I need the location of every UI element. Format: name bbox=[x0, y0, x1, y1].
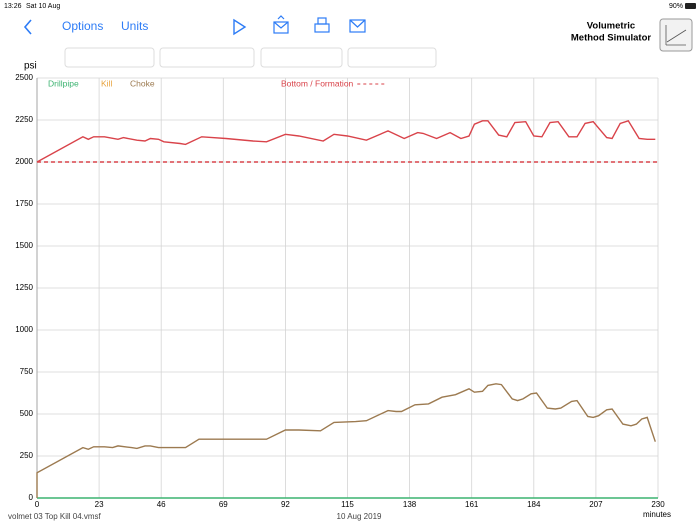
status-date: Sat 10 Aug bbox=[26, 3, 60, 10]
x-tick-label: 0 bbox=[35, 500, 40, 509]
app-title-line: Volumetric bbox=[587, 21, 635, 32]
units-button[interactable]: Units bbox=[121, 19, 148, 33]
y-tick-label: 500 bbox=[20, 409, 34, 418]
legend-entry: Kill bbox=[101, 78, 112, 88]
x-tick-label: 23 bbox=[95, 500, 104, 509]
input-field[interactable] bbox=[64, 47, 155, 68]
x-tick-label: 92 bbox=[281, 500, 290, 509]
file-date: 10 Aug 2019 bbox=[337, 512, 382, 521]
app-title-line: Method Simulator bbox=[571, 33, 652, 44]
input-field[interactable] bbox=[260, 47, 343, 68]
battery-level: 90% bbox=[669, 3, 683, 10]
series-line bbox=[36, 383, 656, 498]
status-time: 13:26 bbox=[4, 3, 22, 10]
print-button[interactable] bbox=[314, 17, 330, 33]
y-tick-label: 2250 bbox=[15, 115, 33, 124]
x-tick-label: 207 bbox=[589, 500, 603, 509]
mail-button[interactable] bbox=[349, 19, 366, 33]
file-name: volmet 03 Top Kill 04.vmsf bbox=[8, 512, 102, 521]
app-icon bbox=[659, 18, 693, 52]
y-tick-label: 1250 bbox=[15, 283, 33, 292]
x-tick-label: 230 bbox=[651, 500, 665, 509]
back-button[interactable] bbox=[23, 19, 32, 35]
app-icon-graphic bbox=[665, 25, 687, 46]
x-tick-label: 138 bbox=[403, 500, 417, 509]
y-tick-label: 2500 bbox=[15, 73, 33, 82]
y-tick-label: 1000 bbox=[15, 325, 33, 334]
battery-icon bbox=[685, 3, 696, 9]
open-button[interactable] bbox=[273, 15, 289, 34]
y-axis-label: psi bbox=[24, 61, 37, 72]
series-line bbox=[36, 119, 656, 163]
y-tick-label: 1500 bbox=[15, 241, 33, 250]
grid: 0 250 500 750 1000 1250 1500 1750 2000 2250 2500 0 2… bbox=[15, 73, 665, 509]
input-field[interactable] bbox=[159, 47, 255, 68]
y-tick-label: 2000 bbox=[15, 157, 33, 166]
legend-entry: Drillpipe bbox=[48, 78, 79, 88]
play-button[interactable] bbox=[233, 18, 247, 36]
y-tick-label: 1750 bbox=[15, 199, 33, 208]
legend-entry: Choke bbox=[130, 78, 155, 88]
input-field[interactable] bbox=[347, 47, 437, 68]
x-tick-label: 161 bbox=[465, 500, 479, 509]
x-tick-label: 115 bbox=[341, 500, 354, 509]
legend-entry: Bottom / Formation bbox=[281, 78, 354, 88]
y-tick-label: 750 bbox=[20, 367, 34, 376]
x-tick-label: 46 bbox=[157, 500, 166, 509]
x-axis-label: minutes bbox=[643, 510, 671, 519]
y-tick-label: 250 bbox=[20, 451, 34, 460]
plot: Drillpipe Kill Choke Bottom / Formation bbox=[36, 78, 658, 499]
y-tick-label: 0 bbox=[29, 493, 34, 502]
options-button[interactable]: Options bbox=[62, 19, 103, 33]
x-tick-label: 184 bbox=[527, 500, 541, 509]
x-tick-label: 69 bbox=[219, 500, 228, 509]
